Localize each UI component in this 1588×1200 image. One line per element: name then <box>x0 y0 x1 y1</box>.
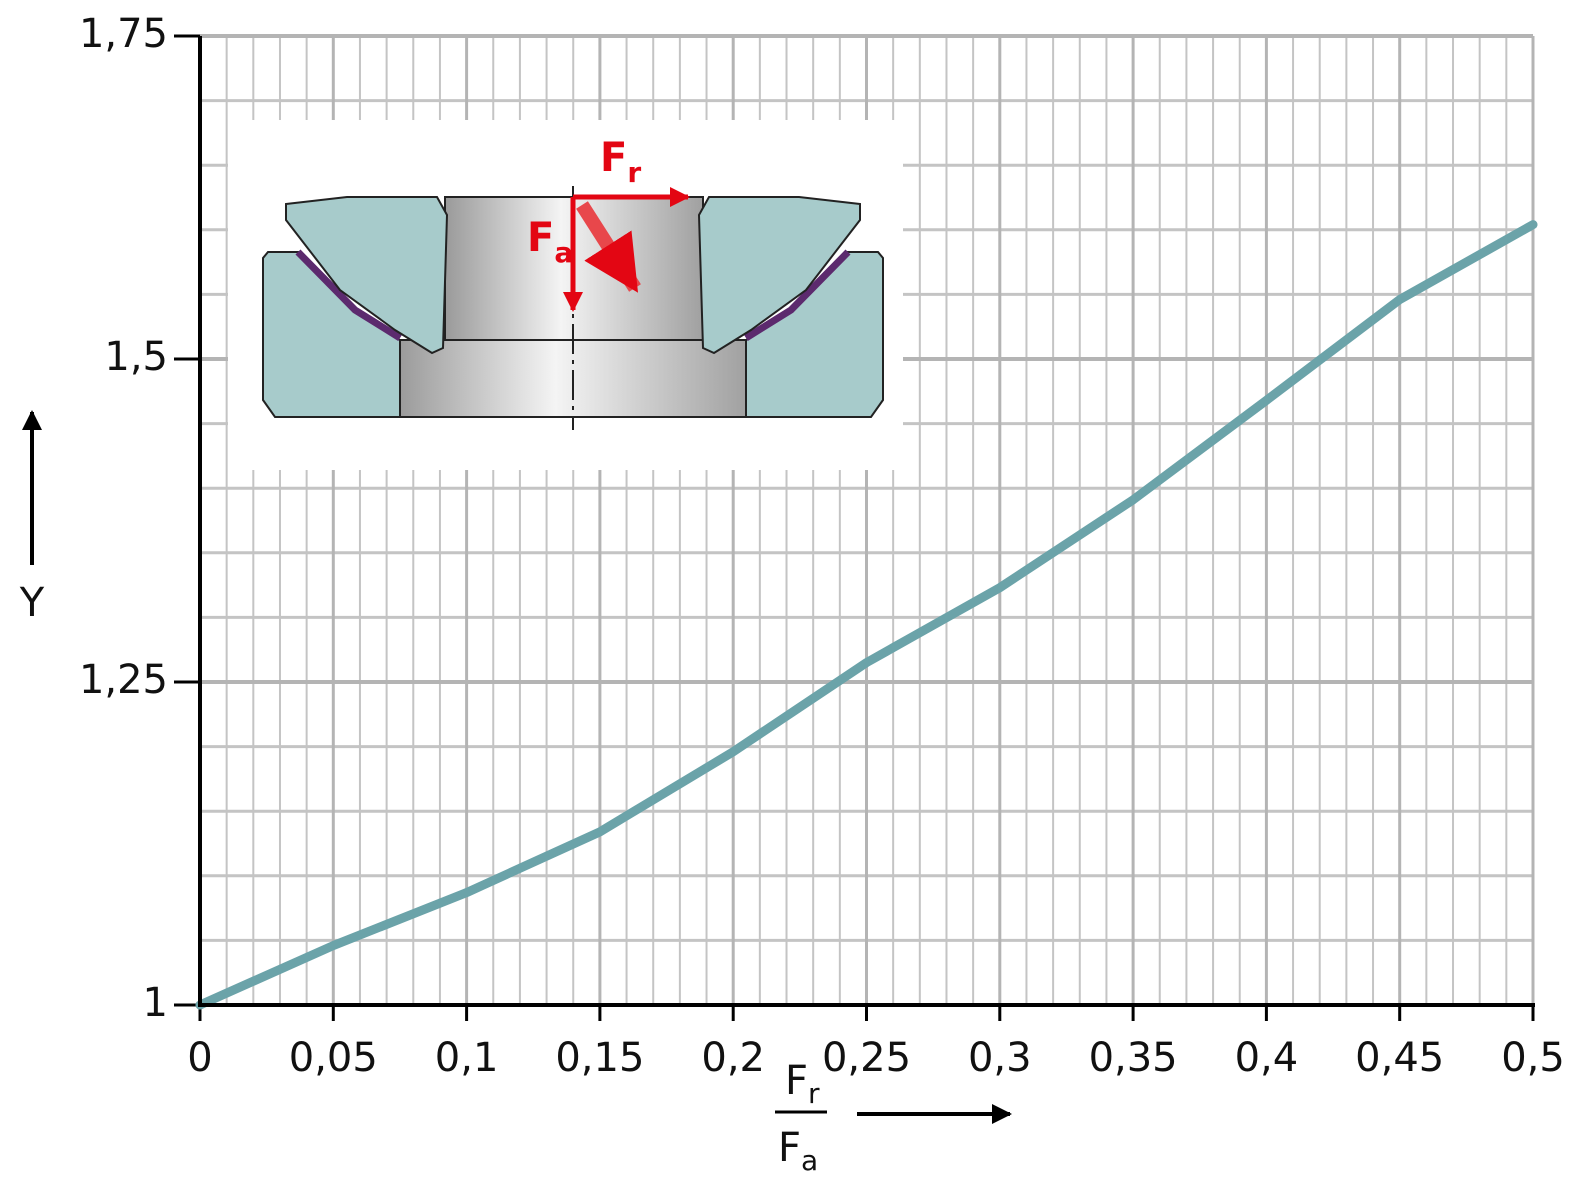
inset-label: Fa <box>527 215 573 269</box>
label-main: F <box>527 215 554 261</box>
y-tick-label: 1,25 <box>79 657 168 703</box>
x-tick-label: 0,35 <box>1089 1035 1178 1081</box>
label-sub: a <box>554 236 573 269</box>
x-tick-label: 0,4 <box>1235 1035 1299 1081</box>
label-main: F <box>778 1125 801 1171</box>
inset-label: Fr <box>600 135 641 189</box>
label-sub: r <box>808 1077 820 1110</box>
label-main: F <box>785 1058 808 1104</box>
bearing-illustration: Fr Fa <box>228 120 903 470</box>
force-arrow-resultant <box>576 201 641 293</box>
x-tick-label: 0,45 <box>1355 1035 1444 1081</box>
data-line <box>195 220 1538 1010</box>
x-tick-label: 0,05 <box>289 1035 378 1081</box>
y-tick-label: 1,75 <box>79 11 168 57</box>
x-tick-label: 0,3 <box>968 1035 1032 1081</box>
x-tick-label: 0,15 <box>555 1035 644 1081</box>
x-tick-label: 0,25 <box>822 1035 911 1081</box>
y-tick-label: 1,5 <box>104 334 168 380</box>
y-axis-label: Y <box>19 580 45 626</box>
x-tick-label: 0 <box>187 1035 212 1081</box>
label-sub: r <box>627 156 641 189</box>
x-label-numerator: Fr <box>785 1058 820 1110</box>
cage-left <box>295 249 402 341</box>
x-tick-label: 0,1 <box>435 1035 499 1081</box>
x-tick-label: 0,5 <box>1501 1035 1565 1081</box>
label-main: F <box>600 135 627 181</box>
x-tick-label: 0,2 <box>701 1035 765 1081</box>
cage-right <box>744 249 851 341</box>
label-sub: a <box>801 1144 818 1177</box>
inner-ring-left <box>285 196 449 355</box>
inner-ring-right <box>697 196 861 355</box>
y-tick-label: 1 <box>143 980 168 1026</box>
x-label-denominator: Fa <box>778 1125 818 1177</box>
